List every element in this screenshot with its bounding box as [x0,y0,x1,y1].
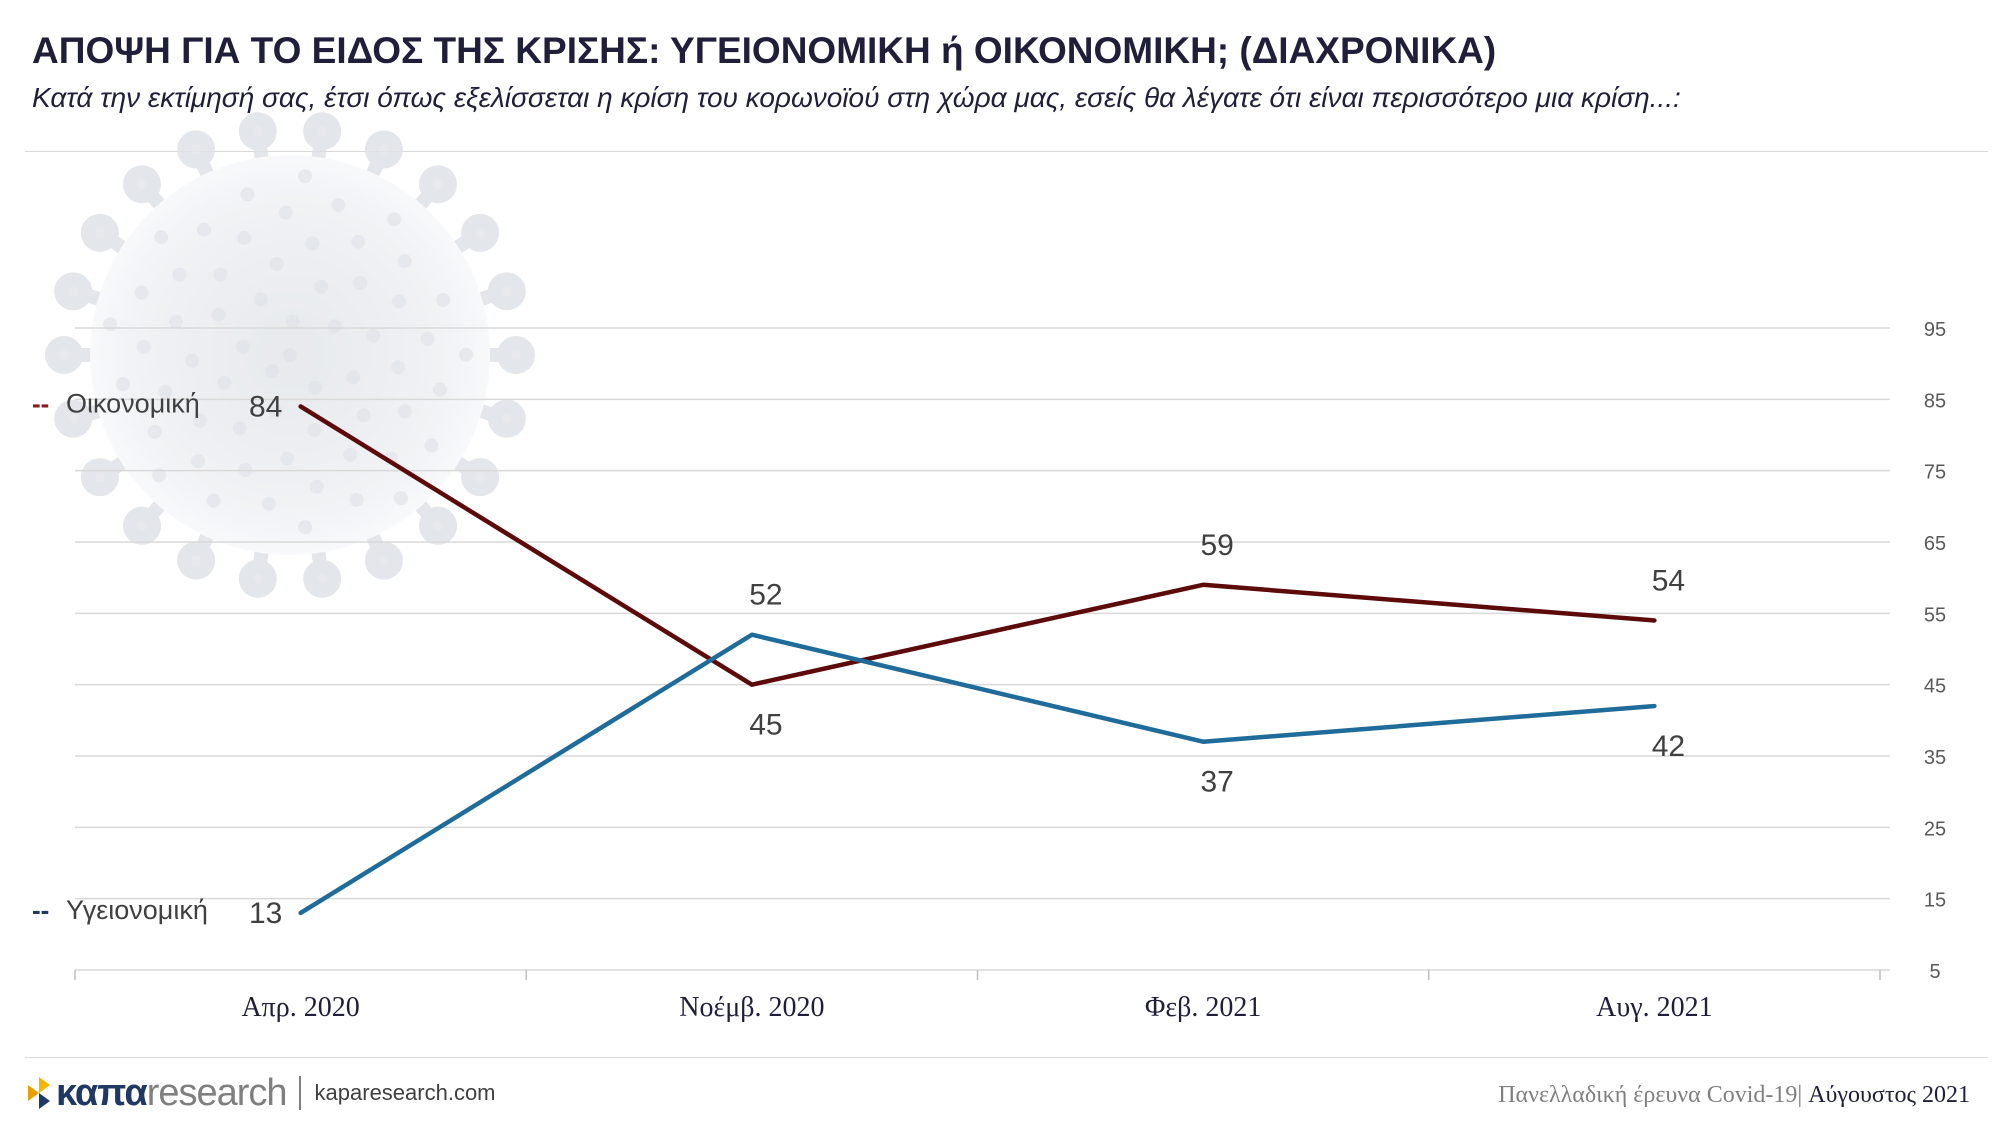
brand-footer: καπα research kaparesearch.com [28,1068,496,1118]
virus-illustration-icon [45,112,535,598]
data-label: 13 [249,897,282,930]
top-divider [25,151,1988,152]
data-label: 54 [1652,564,1685,597]
series-line [298,632,1657,916]
y-tick-label: 95 [1924,319,1946,341]
series-line [298,404,1657,687]
y-tick-label: 55 [1924,604,1946,626]
y-tick-label: 35 [1924,747,1946,769]
data-label: 59 [1200,529,1233,562]
page-title: ΑΠΟΨΗ ΓΙΑ ΤΟ ΕΙΔΟΣ ΤΗΣ ΚΡΙΣΗΣ: ΥΓΕΙΟΝΟΜΙ… [32,30,1497,71]
data-label: 42 [1652,730,1685,763]
survey-label: Πανελλαδική έρευνα Covid-19| [1498,1082,1803,1108]
legend-marker: -- [32,388,49,418]
brand-separator [298,1076,301,1110]
bottom-divider [25,1057,1988,1058]
data-label: 84 [249,390,282,423]
y-tick-label: 15 [1924,890,1946,912]
legend-marker: -- [32,895,49,925]
kapa-logo-icon [28,1077,50,1109]
survey-month: Αύγουστος 2021 [1808,1082,1970,1108]
y-tick-label: 85 [1924,390,1946,412]
legend-label: Οικονομική [66,388,200,418]
y-tick-label: 75 [1924,462,1946,484]
x-tick-label: Φεβ. 2021 [1145,992,1261,1023]
data-label: 52 [749,579,782,612]
brand-name-bold: καπα [56,1071,148,1114]
y-tick-label: 5 [1929,961,1940,983]
x-tick-label: Αυγ. 2021 [1596,992,1712,1023]
page-subtitle: Κατά την εκτίμησή σας, έτσι όπως εξελίσσ… [32,82,1681,113]
x-tick-label: Απρ. 2020 [241,992,359,1023]
legend-label: Υγειονομική [66,895,208,925]
data-label: 37 [1200,766,1233,799]
data-label: 45 [749,709,782,742]
x-tick-label: Νοέμβ. 2020 [679,992,824,1023]
y-tick-label: 45 [1924,676,1946,698]
y-tick-label: 25 [1924,818,1946,840]
y-tick-label: 65 [1924,533,1946,555]
website-link[interactable]: kaparesearch.com [314,1080,496,1105]
survey-caption: Πανελλαδική έρευνα Covid-19| Αύγουστος 2… [1498,1082,1970,1109]
brand-name-light: research [146,1071,288,1114]
